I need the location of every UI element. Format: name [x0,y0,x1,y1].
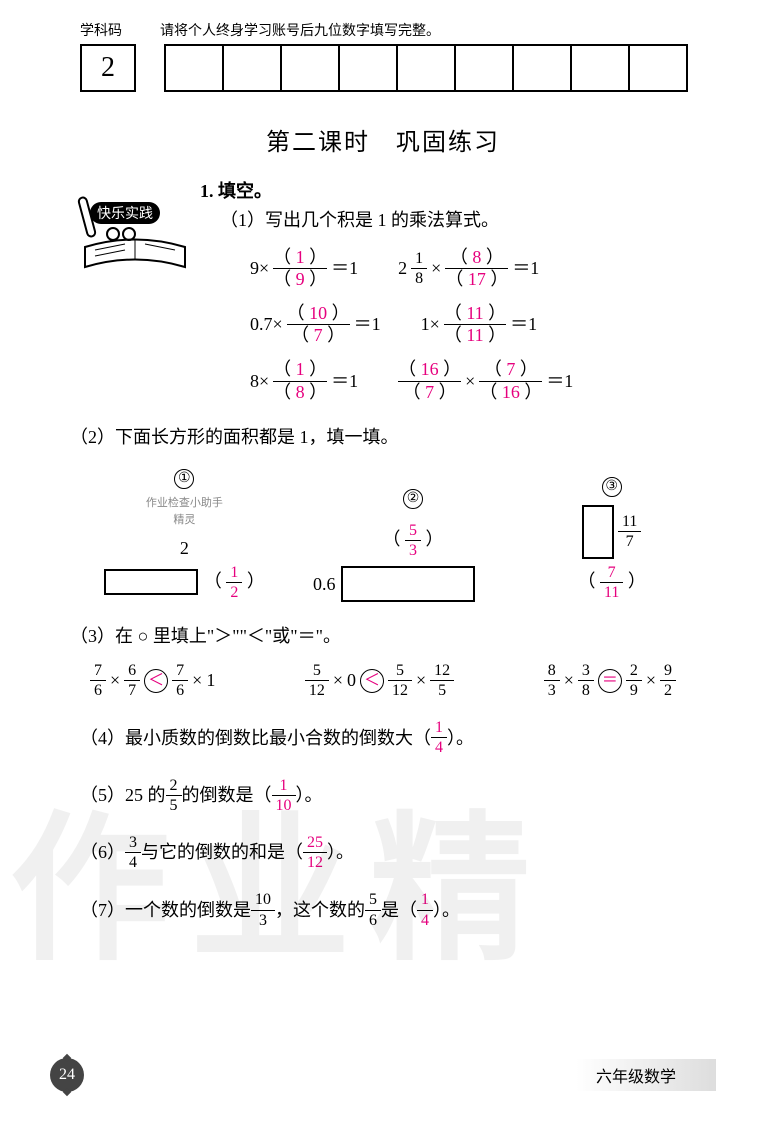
question-1-4: （4）最小质数的倒数比最小合数的倒数大（ 14 ）。 [80,718,686,757]
header: 学科码 请将个人终身学习账号后九位数字填写完整。 2 [0,0,766,92]
question-1-6: （6） 34 与它的倒数的和是（ 2512 ）。 [80,833,686,872]
rect-3: ③ 117 （ 711 ） [542,470,682,602]
footer: 24 六年级数学 [0,1058,766,1092]
rect-1: ① 作业检查小助手精灵 2 （ 12 ） [84,462,284,602]
equation-2: 2 18 × （ 8 ）（ 17 ） ＝1 [398,247,539,291]
svg-text:快乐实践: 快乐实践 [97,206,153,222]
equation-3: 0.7× （ 10 ）（ 7 ） ＝1 [250,303,381,347]
question-1-1: （1）写出几个积是 1 的乘法算式。 [220,206,696,235]
question-1-head: 1. 填空。 [200,177,696,206]
page-number: 24 [50,1058,84,1092]
equation-1: 9× （ 1 ）（ 9 ） ＝1 [250,247,358,291]
rect-2: ② （ 53 ） 0.6 [313,482,513,602]
page-title: 第二课时 巩固练习 [0,122,766,157]
question-1-2: （2）下面长方形的面积都是 1，填一填。 [70,423,696,452]
comparison-row: 76 × 67 ＜ 76 × 1 512 × 0 ＜ 512 × 125 83 … [90,661,676,700]
subject-code-box: 2 [80,44,136,92]
fill-instruction: 请将个人终身学习账号后九位数字填写完整。 [160,20,440,40]
practice-icon: 快乐实践 [75,192,195,282]
equation-4: 1× （ 11 ）（ 11 ） ＝1 [421,303,538,347]
account-boxes[interactable] [164,44,686,92]
equation-6: （ 16 ）（ 7 ） × （ 7 ）（ 16 ） ＝1 [398,359,573,403]
question-1-5: （5）25 的 25 的倒数是（ 110 ）。 [80,776,686,815]
subject-code-label: 学科码 [80,20,150,40]
footer-subject: 六年级数学 [576,1059,716,1091]
question-1-3: （3）在 ○ 里填上"＞""＜"或"＝"。 [70,622,696,651]
equation-5: 8× （ 1 ）（ 8 ） ＝1 [250,359,358,403]
question-1-7: （7）一个数的倒数是 103 ，这个数的 56 是（ 14 ）。 [80,890,686,929]
